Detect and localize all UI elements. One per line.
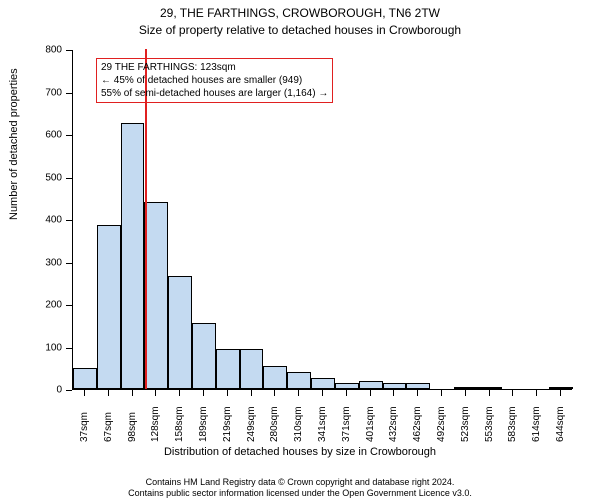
chart-title: 29, THE FARTHINGS, CROWBOROUGH, TN6 2TW <box>0 0 600 21</box>
bar <box>263 366 287 389</box>
y-tick-label: 200 <box>32 300 62 311</box>
x-tick-label: 341sqm <box>317 406 328 442</box>
x-tick <box>108 390 109 396</box>
x-axis-title: Distribution of detached houses by size … <box>0 446 600 458</box>
x-tick <box>274 390 275 396</box>
y-tick-label: 700 <box>32 87 62 98</box>
bar <box>549 387 573 389</box>
x-tick-label: 583sqm <box>507 406 518 442</box>
bar <box>144 202 168 389</box>
x-tick-label: 371sqm <box>341 406 352 442</box>
x-tick <box>346 390 347 396</box>
x-tick-label: 189sqm <box>198 406 209 442</box>
y-tick-label: 400 <box>32 215 62 226</box>
x-tick-area <box>72 390 572 396</box>
y-tick-label: 300 <box>32 257 62 268</box>
x-tick <box>227 390 228 396</box>
callout-line-1: 29 THE FARTHINGS: 123sqm <box>101 61 328 74</box>
x-tick <box>179 390 180 396</box>
chart-subtitle: Size of property relative to detached ho… <box>0 21 600 38</box>
x-tick-label: 128sqm <box>150 406 161 442</box>
x-tick-label: 432sqm <box>388 406 399 442</box>
bar <box>478 387 502 389</box>
bar <box>406 383 430 389</box>
x-tick <box>560 390 561 396</box>
bar <box>335 383 359 389</box>
x-tick <box>489 390 490 396</box>
bar <box>97 225 121 389</box>
y-tick-label: 500 <box>32 172 62 183</box>
x-tick <box>203 390 204 396</box>
bar <box>73 368 97 389</box>
x-tick <box>512 390 513 396</box>
bar <box>192 323 216 389</box>
x-tick-label: 310sqm <box>293 406 304 442</box>
x-tick-label: 553sqm <box>484 406 495 442</box>
x-tick-label: 67sqm <box>103 412 114 442</box>
x-tick <box>417 390 418 396</box>
x-tick <box>536 390 537 396</box>
y-label-area: 0100200300400500600700800 <box>32 50 62 390</box>
x-tick <box>155 390 156 396</box>
x-tick-label: 37sqm <box>79 412 90 442</box>
x-tick <box>298 390 299 396</box>
x-tick-label: 219sqm <box>222 406 233 442</box>
bar <box>216 349 240 389</box>
x-tick-label: 280sqm <box>269 406 280 442</box>
x-tick-label: 98sqm <box>127 412 138 442</box>
bar <box>240 349 264 389</box>
x-label-area: 37sqm 67sqm 98sqm 128sqm 158sqm 189sqm 219sqm 2… <box>72 398 572 448</box>
x-tick <box>251 390 252 396</box>
y-tick-label: 0 <box>32 385 62 396</box>
bar <box>168 276 192 389</box>
bar <box>287 372 311 389</box>
bar <box>359 381 383 390</box>
x-tick <box>132 390 133 396</box>
x-tick-label: 492sqm <box>436 406 447 442</box>
bar <box>454 387 478 389</box>
bar <box>311 378 335 389</box>
x-tick <box>84 390 85 396</box>
x-tick-label: 614sqm <box>531 406 542 442</box>
footer: Contains HM Land Registry data © Crown c… <box>0 477 600 498</box>
callout-line-3: 55% of semi-detached houses are larger (… <box>101 87 328 100</box>
footer-line-1: Contains HM Land Registry data © Crown c… <box>0 477 600 487</box>
callout-box: 29 THE FARTHINGS: 123sqm ← 45% of detach… <box>96 58 333 103</box>
x-tick <box>441 390 442 396</box>
y-tick-label: 600 <box>32 130 62 141</box>
x-tick-label: 523sqm <box>460 406 471 442</box>
x-tick-label: 644sqm <box>555 406 566 442</box>
y-tick-label: 100 <box>32 342 62 353</box>
y-tick-label: 800 <box>32 45 62 56</box>
x-tick-label: 158sqm <box>174 406 185 442</box>
bar <box>383 383 407 389</box>
bar <box>121 123 145 389</box>
x-tick-label: 249sqm <box>246 406 257 442</box>
x-tick-label: 401sqm <box>365 406 376 442</box>
x-tick-label: 462sqm <box>412 406 423 442</box>
footer-line-2: Contains public sector information licen… <box>0 488 600 498</box>
x-tick <box>465 390 466 396</box>
x-tick <box>322 390 323 396</box>
callout-line-2: ← 45% of detached houses are smaller (94… <box>101 74 328 87</box>
x-tick <box>370 390 371 396</box>
y-axis-title: Number of detached properties <box>8 68 20 220</box>
x-tick <box>393 390 394 396</box>
